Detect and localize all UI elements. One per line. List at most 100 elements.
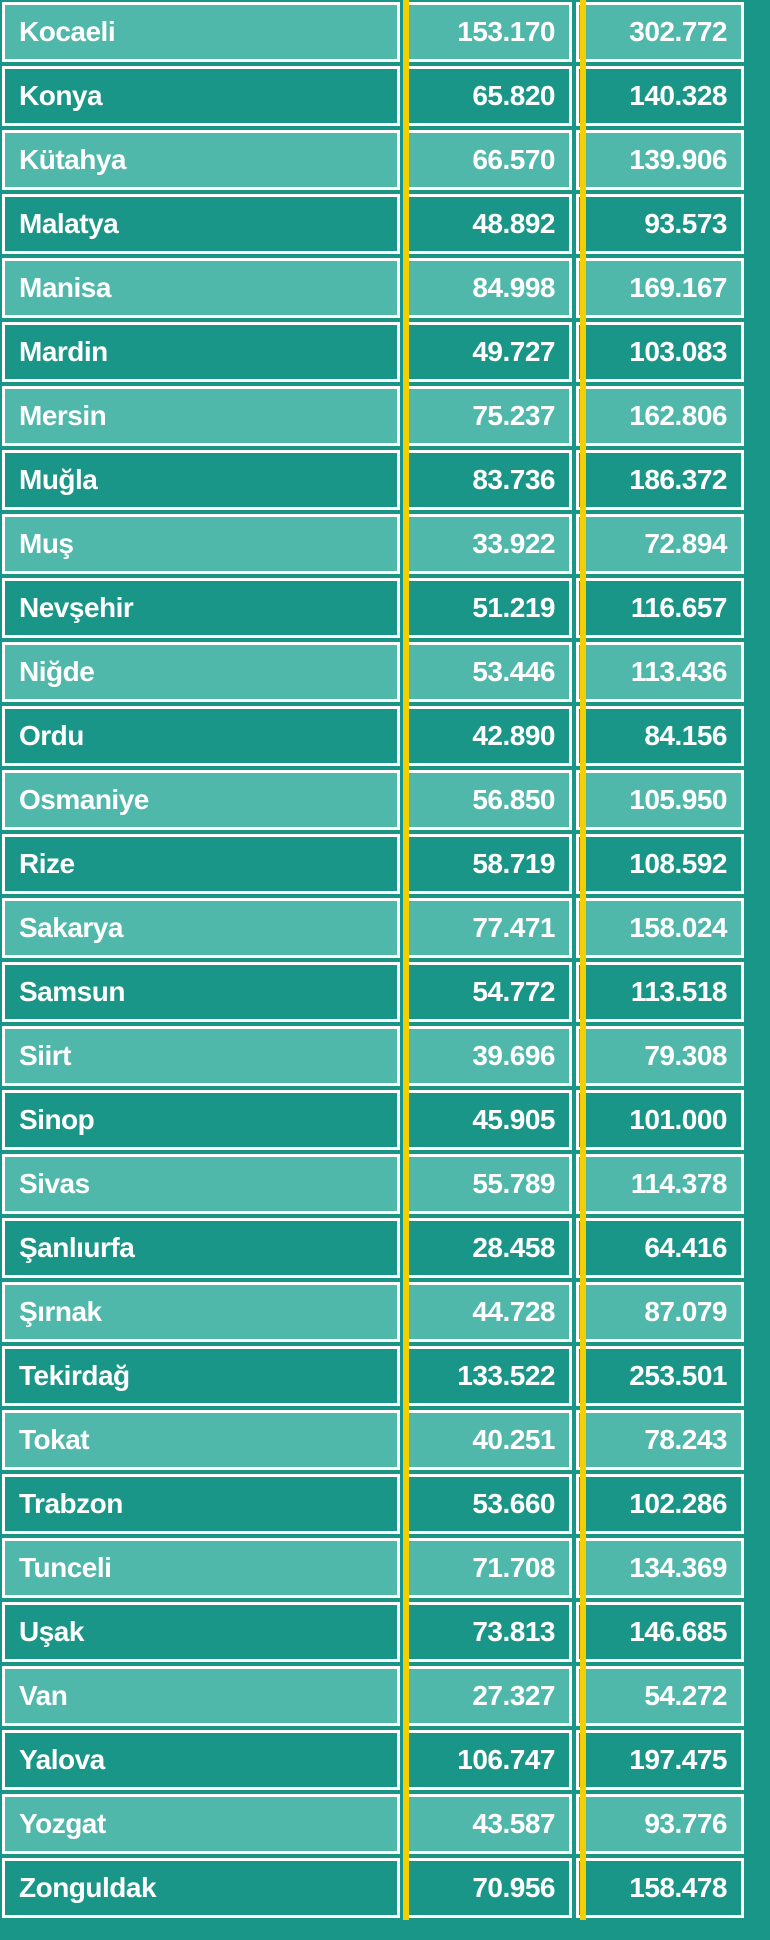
province-name-cell: Van bbox=[2, 1666, 400, 1726]
value-1-cell: 71.708 bbox=[404, 1538, 572, 1598]
province-name-cell: Trabzon bbox=[2, 1474, 400, 1534]
table-row: Ordu42.89084.156 bbox=[0, 704, 770, 768]
table-row: Muş33.92272.894 bbox=[0, 512, 770, 576]
value-2-cell: 93.573 bbox=[576, 194, 744, 254]
province-name-cell: Tokat bbox=[2, 1410, 400, 1470]
value-2-cell: 140.328 bbox=[576, 66, 744, 126]
province-name-cell: Tekirdağ bbox=[2, 1346, 400, 1406]
value-1-cell: 45.905 bbox=[404, 1090, 572, 1150]
value-2-cell: 197.475 bbox=[576, 1730, 744, 1790]
value-2-cell: 79.308 bbox=[576, 1026, 744, 1086]
value-2-cell: 72.894 bbox=[576, 514, 744, 574]
province-name-cell: Rize bbox=[2, 834, 400, 894]
value-2-cell: 114.378 bbox=[576, 1154, 744, 1214]
table-row: Mardin49.727103.083 bbox=[0, 320, 770, 384]
province-name-cell: Ordu bbox=[2, 706, 400, 766]
value-2-cell: 162.806 bbox=[576, 386, 744, 446]
value-2-cell: 186.372 bbox=[576, 450, 744, 510]
value-2-cell: 87.079 bbox=[576, 1282, 744, 1342]
province-name-cell: Mardin bbox=[2, 322, 400, 382]
value-2-cell: 253.501 bbox=[576, 1346, 744, 1406]
table-row: Nevşehir51.219116.657 bbox=[0, 576, 770, 640]
table-row: Yalova106.747197.475 bbox=[0, 1728, 770, 1792]
value-1-cell: 42.890 bbox=[404, 706, 572, 766]
province-name-cell: Manisa bbox=[2, 258, 400, 318]
value-1-cell: 75.237 bbox=[404, 386, 572, 446]
value-2-cell: 169.167 bbox=[576, 258, 744, 318]
table-row: Kütahya66.570139.906 bbox=[0, 128, 770, 192]
table-row: Sivas55.789114.378 bbox=[0, 1152, 770, 1216]
province-name-cell: Niğde bbox=[2, 642, 400, 702]
value-2-cell: 113.436 bbox=[576, 642, 744, 702]
value-1-cell: 133.522 bbox=[404, 1346, 572, 1406]
province-name-cell: Sinop bbox=[2, 1090, 400, 1150]
value-2-cell: 108.592 bbox=[576, 834, 744, 894]
value-2-cell: 302.772 bbox=[576, 2, 744, 62]
value-2-cell: 139.906 bbox=[576, 130, 744, 190]
table-row: Zonguldak70.956158.478 bbox=[0, 1856, 770, 1920]
value-2-cell: 103.083 bbox=[576, 322, 744, 382]
value-2-cell: 105.950 bbox=[576, 770, 744, 830]
table-row: Sinop45.905101.000 bbox=[0, 1088, 770, 1152]
table-row: Sakarya77.471158.024 bbox=[0, 896, 770, 960]
table-row: Uşak73.813146.685 bbox=[0, 1600, 770, 1664]
province-name-cell: Uşak bbox=[2, 1602, 400, 1662]
value-2-cell: 78.243 bbox=[576, 1410, 744, 1470]
table-row: Yozgat43.58793.776 bbox=[0, 1792, 770, 1856]
table-row: Tekirdağ133.522253.501 bbox=[0, 1344, 770, 1408]
table-row: Malatya48.89293.573 bbox=[0, 192, 770, 256]
table-row: Konya65.820140.328 bbox=[0, 64, 770, 128]
value-2-cell: 84.156 bbox=[576, 706, 744, 766]
table-row: Rize58.719108.592 bbox=[0, 832, 770, 896]
province-name-cell: Zonguldak bbox=[2, 1858, 400, 1918]
table-row: Kocaeli153.170302.772 bbox=[0, 0, 770, 64]
table-row: Şanlıurfa28.45864.416 bbox=[0, 1216, 770, 1280]
value-1-cell: 73.813 bbox=[404, 1602, 572, 1662]
value-1-cell: 48.892 bbox=[404, 194, 572, 254]
value-2-cell: 158.478 bbox=[576, 1858, 744, 1918]
value-2-cell: 93.776 bbox=[576, 1794, 744, 1854]
value-2-cell: 146.685 bbox=[576, 1602, 744, 1662]
province-name-cell: Nevşehir bbox=[2, 578, 400, 638]
value-2-cell: 116.657 bbox=[576, 578, 744, 638]
value-2-cell: 113.518 bbox=[576, 962, 744, 1022]
province-name-cell: Şırnak bbox=[2, 1282, 400, 1342]
value-1-cell: 28.458 bbox=[404, 1218, 572, 1278]
province-name-cell: Yalova bbox=[2, 1730, 400, 1790]
value-2-cell: 64.416 bbox=[576, 1218, 744, 1278]
province-name-cell: Konya bbox=[2, 66, 400, 126]
table-row: Van27.32754.272 bbox=[0, 1664, 770, 1728]
value-1-cell: 58.719 bbox=[404, 834, 572, 894]
table-row: Niğde53.446113.436 bbox=[0, 640, 770, 704]
province-name-cell: Sivas bbox=[2, 1154, 400, 1214]
value-1-cell: 33.922 bbox=[404, 514, 572, 574]
value-1-cell: 53.660 bbox=[404, 1474, 572, 1534]
province-name-cell: Muş bbox=[2, 514, 400, 574]
province-name-cell: Muğla bbox=[2, 450, 400, 510]
province-name-cell: Osmaniye bbox=[2, 770, 400, 830]
table-row: Samsun54.772113.518 bbox=[0, 960, 770, 1024]
value-1-cell: 27.327 bbox=[404, 1666, 572, 1726]
value-1-cell: 43.587 bbox=[404, 1794, 572, 1854]
table-row: Trabzon53.660102.286 bbox=[0, 1472, 770, 1536]
province-name-cell: Şanlıurfa bbox=[2, 1218, 400, 1278]
value-1-cell: 106.747 bbox=[404, 1730, 572, 1790]
province-name-cell: Malatya bbox=[2, 194, 400, 254]
province-name-cell: Kütahya bbox=[2, 130, 400, 190]
value-1-cell: 51.219 bbox=[404, 578, 572, 638]
data-table: Kocaeli153.170302.772Konya65.820140.328K… bbox=[0, 0, 770, 1920]
value-2-cell: 101.000 bbox=[576, 1090, 744, 1150]
value-1-cell: 40.251 bbox=[404, 1410, 572, 1470]
province-name-cell: Siirt bbox=[2, 1026, 400, 1086]
province-name-cell: Samsun bbox=[2, 962, 400, 1022]
value-1-cell: 83.736 bbox=[404, 450, 572, 510]
value-1-cell: 84.998 bbox=[404, 258, 572, 318]
value-2-cell: 158.024 bbox=[576, 898, 744, 958]
value-2-cell: 102.286 bbox=[576, 1474, 744, 1534]
table-row: Muğla83.736186.372 bbox=[0, 448, 770, 512]
value-1-cell: 153.170 bbox=[404, 2, 572, 62]
table-row: Siirt39.69679.308 bbox=[0, 1024, 770, 1088]
value-1-cell: 56.850 bbox=[404, 770, 572, 830]
table-row: Osmaniye56.850105.950 bbox=[0, 768, 770, 832]
value-1-cell: 44.728 bbox=[404, 1282, 572, 1342]
